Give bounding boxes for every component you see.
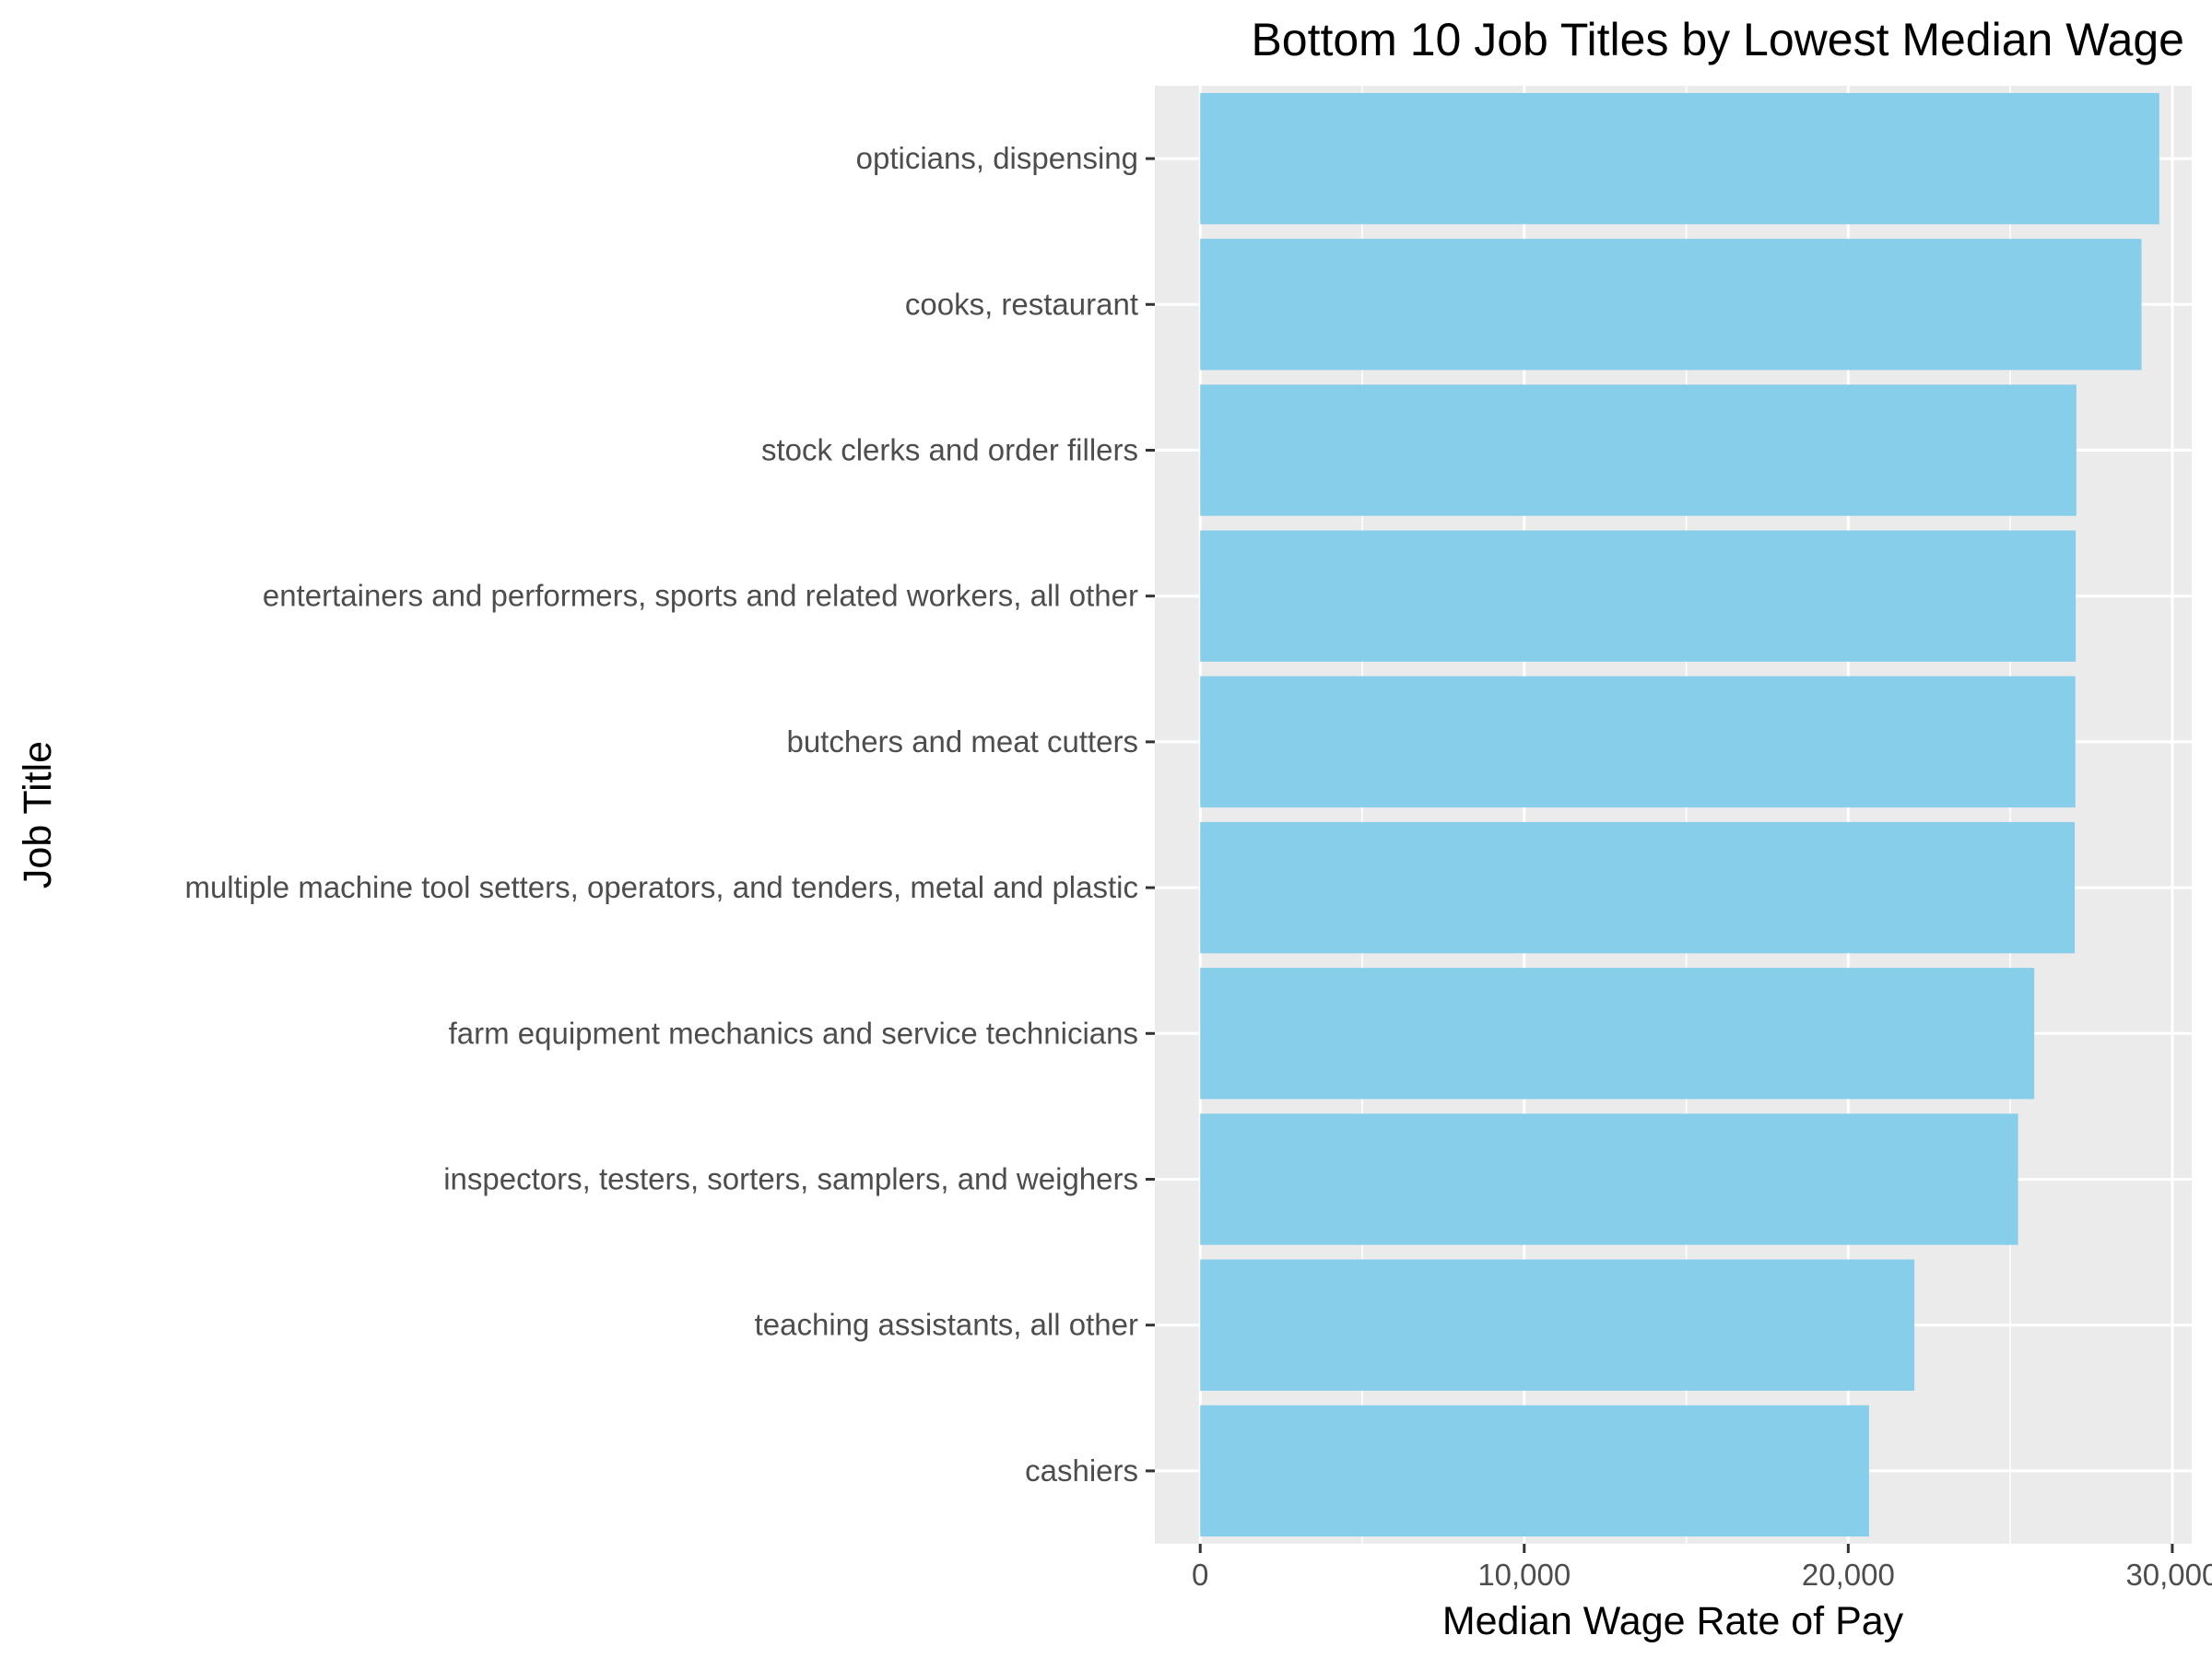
bars — [1200, 92, 2159, 1537]
bar — [1200, 821, 2076, 954]
y-tick-label: inspectors, testers, sorters, samplers, … — [443, 1162, 1138, 1196]
y-tick-label: opticians, dispensing — [856, 141, 1138, 175]
y-tick-label: cooks, restaurant — [905, 287, 1138, 321]
y-axis-title: Job Title — [16, 741, 60, 888]
x-axis-title: Median Wage Rate of Pay — [1442, 1599, 1904, 1643]
x-tick-label: 30,000 — [2125, 1558, 2212, 1592]
y-tick-label: butchers and meat cutters — [786, 724, 1138, 759]
y-tick-label: teaching assistants, all other — [755, 1308, 1138, 1342]
bar — [1200, 239, 2142, 371]
bar — [1200, 1405, 1869, 1537]
y-tick-label: multiple machine tool setters, operators… — [184, 870, 1138, 904]
x-axis-ticks: 0 10,000 20,000 30,000 — [1192, 1544, 2212, 1592]
bar — [1200, 1259, 1915, 1391]
bar — [1200, 530, 2077, 662]
bar — [1200, 1113, 2018, 1245]
chart-title: Bottom 10 Job Titles by Lowest Median Wa… — [1251, 14, 2184, 65]
y-tick-label: cashiers — [1025, 1453, 1138, 1488]
bar — [1200, 676, 2076, 808]
y-tick-label: stock clerks and order fillers — [761, 433, 1138, 467]
y-tick-label: entertainers and performers, sports and … — [263, 579, 1138, 613]
x-tick-label: 0 — [1192, 1558, 1208, 1592]
y-tick-label: farm equipment mechanics and service tec… — [449, 1016, 1138, 1050]
x-tick-label: 20,000 — [1802, 1558, 1895, 1592]
bar — [1200, 384, 2077, 516]
bar — [1200, 968, 2035, 1100]
y-axis-ticks: opticians, dispensing cooks, restaurant st… — [184, 141, 1155, 1488]
bar — [1200, 92, 2159, 225]
x-tick-label: 10,000 — [1477, 1558, 1571, 1592]
